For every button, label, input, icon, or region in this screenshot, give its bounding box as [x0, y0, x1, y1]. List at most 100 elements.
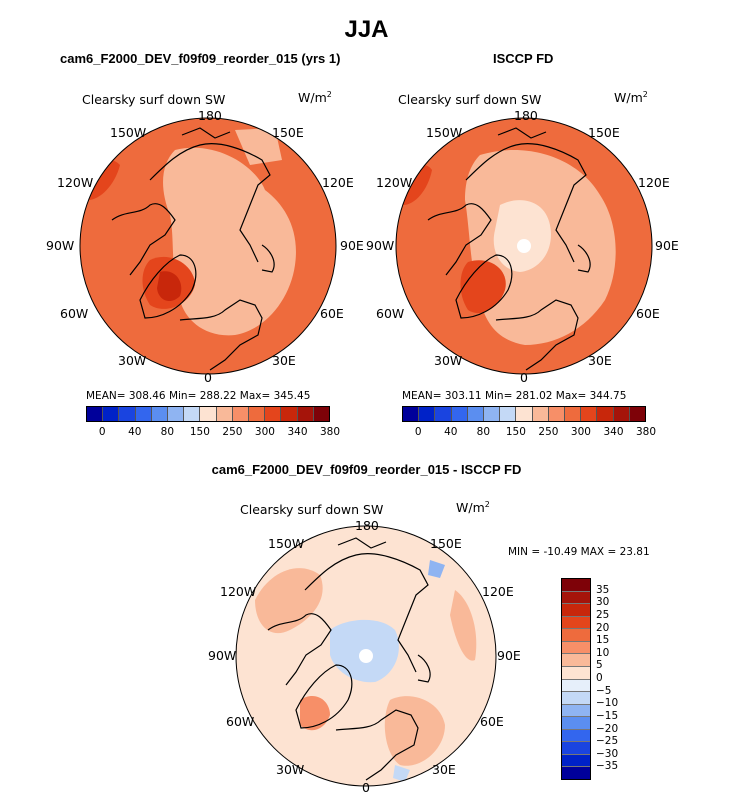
- colorbar-swatch-6: [500, 407, 517, 421]
- colorbar-label-5: 300: [254, 426, 275, 438]
- colorbar-label-7: 380: [320, 426, 341, 438]
- panel1-lon-0: 0: [204, 370, 212, 385]
- colorbar-swatch-11: [581, 407, 598, 421]
- panel1-map: [80, 118, 336, 374]
- colorbar-label-4: 250: [222, 426, 243, 438]
- panel2-lon-30w: 30W: [434, 353, 463, 368]
- panel2-colorbar: [402, 406, 646, 422]
- colorbar-swatch-1: [419, 407, 436, 421]
- panel2-pole-hole: [517, 239, 531, 253]
- colorbar-swatch-0: [87, 407, 104, 421]
- colorbar-swatch-9: [562, 692, 590, 705]
- colorbar-label-3: 20: [596, 621, 610, 634]
- colorbar-swatch-7: [200, 407, 217, 421]
- panel3-lon-90w: 90W: [208, 648, 237, 663]
- panel2-lon-120e: 120E: [638, 175, 670, 190]
- colorbar-label-6: 340: [287, 426, 308, 438]
- colorbar-swatch-8: [216, 407, 233, 421]
- panel1-lon-30e: 30E: [272, 353, 296, 368]
- panel1-lon-120e: 120E: [322, 175, 354, 190]
- colorbar-swatch-3: [562, 616, 590, 630]
- colorbar-label-5: 300: [570, 426, 591, 438]
- colorbar-swatch-12: [562, 729, 590, 743]
- panel1-colorbar-labels: 0 40 80 150 250 300 340 380: [86, 426, 340, 440]
- colorbar-swatch-10: [562, 704, 590, 718]
- panel3-lon-90e: 90E: [497, 648, 521, 663]
- colorbar-swatch-2: [119, 407, 136, 421]
- colorbar-swatch-3: [451, 407, 468, 421]
- panel1-coastlines: [111, 127, 275, 371]
- colorbar-label-3: 150: [505, 426, 526, 438]
- colorbar-swatch-8: [532, 407, 549, 421]
- panel2-lon-30e: 30E: [588, 353, 612, 368]
- panel2-lon-150w: 150W: [426, 125, 463, 140]
- panel1-lon-60e: 60E: [320, 306, 344, 321]
- panel2-lon-180: 180: [514, 108, 538, 123]
- colorbar-label-3: 150: [189, 426, 210, 438]
- colorbar-label-13: −30: [596, 747, 619, 760]
- colorbar-swatch-5: [484, 407, 501, 421]
- figure-title: JJA: [344, 16, 389, 43]
- panel1-lon-180: 180: [198, 108, 222, 123]
- panel1-lon-90e: 90E: [340, 238, 364, 253]
- colorbar-label-0: 35: [596, 583, 610, 596]
- panel2-stats: MEAN= 303.11 Min= 281.02 Max= 344.75: [402, 390, 627, 402]
- panel1-variable: Clearsky surf down SW: [82, 92, 226, 107]
- panel3-colorbar-labels: 35 30 25 20 15 10 5 0 −5 −10 −15 −20 −25 −30 −35: [596, 578, 636, 780]
- colorbar-swatch-7: [516, 407, 533, 421]
- panel1-lon-60w: 60W: [60, 306, 89, 321]
- colorbar-swatch-7: [562, 666, 590, 680]
- panel1-title: cam6_F2000_DEV_f09f09_reorder_015 (yrs 1…: [60, 51, 341, 66]
- panel3-variable: Clearsky surf down SW: [240, 502, 384, 517]
- panel2-lon-90e: 90E: [655, 238, 679, 253]
- panel3-map: [236, 526, 496, 786]
- panel3-stats: MIN = -10.49 MAX = 23.81: [508, 546, 650, 558]
- colorbar-swatch-11: [265, 407, 282, 421]
- panel2-map: [396, 118, 652, 374]
- colorbar-label-8: −5: [596, 684, 612, 697]
- panel1-units: W/m2: [298, 90, 332, 106]
- colorbar-swatch-14: [313, 407, 330, 421]
- panel3-lon-30w: 30W: [276, 762, 305, 777]
- colorbar-label-1: 40: [444, 426, 458, 438]
- colorbar-label-2: 80: [160, 426, 175, 438]
- panel3-lon-180: 180: [355, 518, 379, 533]
- colorbar-label-12: −25: [596, 735, 619, 748]
- panel3-units: W/m2: [456, 500, 490, 516]
- panel2-lon-90w: 90W: [366, 238, 395, 253]
- colorbar-label-9: −10: [596, 697, 619, 710]
- panel1-colorbar: [86, 406, 330, 422]
- colorbar-swatch-4: [467, 407, 485, 421]
- colorbar-swatch-12: [597, 407, 614, 421]
- colorbar-label-5: 10: [596, 646, 610, 659]
- panel3-lon-120w: 120W: [220, 584, 257, 599]
- panel2-colorbar-labels: 0 40 80 150 250 300 340 380: [402, 426, 656, 440]
- colorbar-label-6: 5: [596, 659, 603, 672]
- colorbar-swatch-2: [562, 604, 590, 617]
- colorbar-swatch-1: [562, 591, 590, 605]
- panel1-field-high: [163, 147, 296, 336]
- colorbar-swatch-5: [168, 407, 185, 421]
- colorbar-swatch-13: [562, 742, 590, 755]
- panel3-pole-hole: [359, 649, 373, 663]
- colorbar-swatch-3: [135, 407, 152, 421]
- colorbar-swatch-10: [565, 407, 582, 421]
- panel2-units: W/m2: [614, 90, 648, 106]
- panel1-lon-90w: 90W: [46, 238, 75, 253]
- colorbar-swatch-2: [435, 407, 452, 421]
- colorbar-label-4: 250: [538, 426, 559, 438]
- colorbar-swatch-11: [562, 717, 590, 730]
- panel3-lon-0: 0: [362, 780, 370, 795]
- panel2-greenland-peak: [460, 260, 506, 314]
- panel1-lon-150w: 150W: [110, 125, 147, 140]
- panel1-lon-30w: 30W: [118, 353, 147, 368]
- panel2-lon-120w: 120W: [376, 175, 413, 190]
- panel3-colorbar: [561, 578, 591, 780]
- colorbar-label-0: 0: [414, 426, 422, 438]
- panel2-title: ISCCP FD: [493, 51, 554, 66]
- colorbar-label-11: −20: [596, 722, 619, 735]
- panel3-title: cam6_F2000_DEV_f09f09_reorder_015 - ISCC…: [211, 462, 522, 477]
- colorbar-label-14: −35: [596, 760, 619, 773]
- panel3-lon-30e: 30E: [432, 762, 456, 777]
- panel3-coastlines: [267, 537, 431, 781]
